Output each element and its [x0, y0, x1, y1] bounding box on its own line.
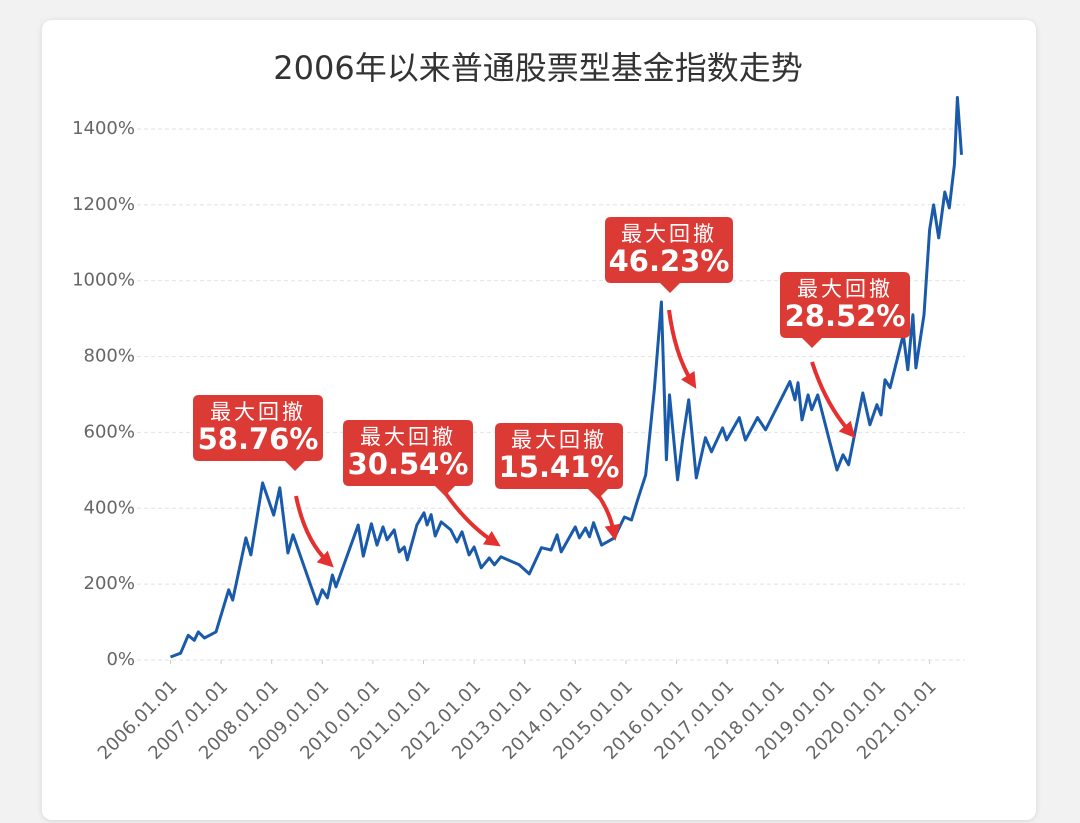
y-tick-label: 1000% [72, 270, 135, 291]
annotation-arrow [667, 309, 697, 389]
y-tick-label: 200% [84, 573, 135, 594]
annotation-arrow [294, 495, 334, 568]
annotation-value: 28.52% [785, 299, 906, 333]
y-tick-label: 800% [84, 346, 135, 367]
annotation-value: 46.23% [609, 244, 730, 278]
annotation-box [343, 420, 473, 496]
card [42, 20, 1036, 820]
annotation-box [495, 423, 623, 499]
annotation-box [193, 395, 323, 471]
annotation-title: 最大回撤 [360, 425, 456, 449]
annotation-box [605, 217, 733, 293]
annotation-arrow [596, 493, 621, 541]
annotation-arrow [810, 361, 856, 438]
annotation-value: 15.41% [499, 450, 620, 484]
annotation-arrow [444, 492, 501, 547]
y-tick-label: 600% [84, 421, 135, 442]
line [169, 96, 963, 659]
annotation-value: 30.54% [348, 447, 469, 481]
y-tick-label: 1400% [72, 118, 135, 139]
annotation-value: 58.76% [198, 422, 319, 456]
chart-title: 2006年以来普通股票型基金指数走势 [273, 49, 802, 87]
annotation-box [780, 272, 910, 348]
annotation-title: 最大回撤 [511, 428, 607, 452]
annotation-title: 最大回撤 [210, 400, 306, 424]
annotation-title: 最大回撤 [797, 277, 893, 301]
y-tick-label: 400% [84, 497, 135, 518]
y-tick-label: 1200% [72, 194, 135, 215]
annotation-title: 最大回撤 [621, 222, 717, 246]
y-tick-label: 0% [106, 649, 135, 670]
